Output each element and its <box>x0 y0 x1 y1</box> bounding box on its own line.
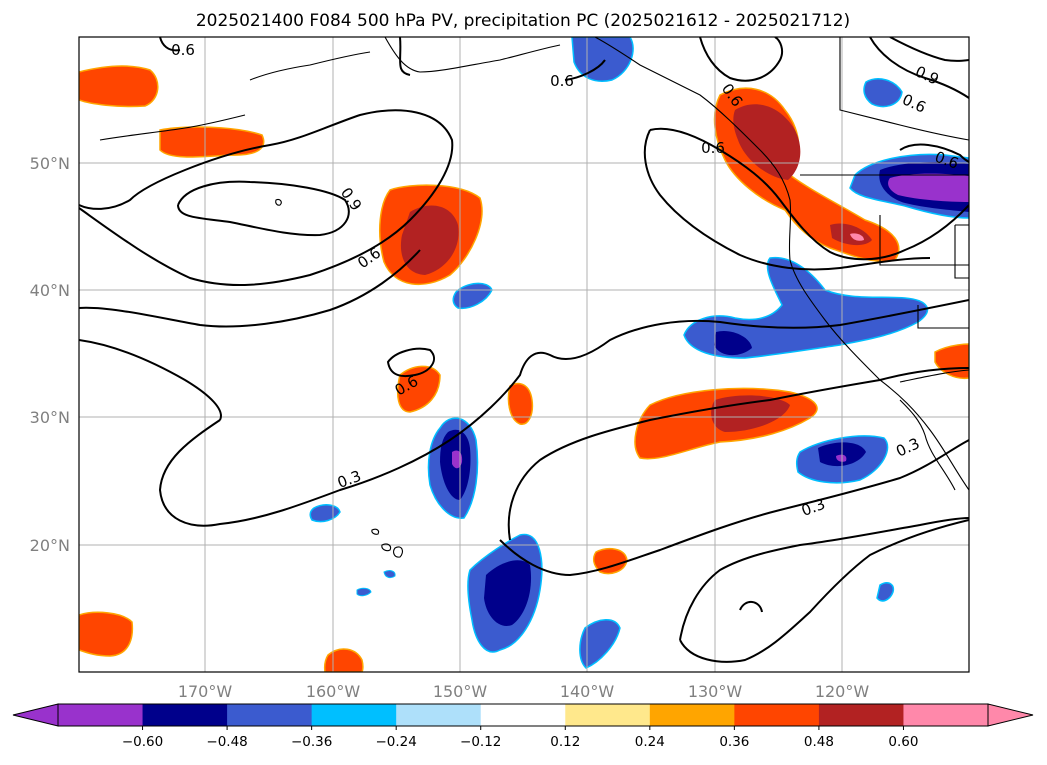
longitude-labels: 170°W 160°W 150°W 140°W 130°W 120°W <box>178 682 870 701</box>
precip-positive <box>79 65 159 108</box>
precip-negative <box>836 454 847 462</box>
precip-positive <box>159 126 265 158</box>
colorbar-tick-label: −0.24 <box>375 734 416 750</box>
lon-label: 120°W <box>815 682 870 701</box>
map-frame <box>78 36 970 673</box>
colorbar-cell <box>58 704 144 726</box>
contour-label: 0.6 <box>550 72 574 90</box>
colorbar-arrow-left <box>12 703 59 727</box>
coastlines <box>99 37 969 558</box>
colorbar-cell <box>903 704 989 726</box>
precip-negative <box>683 256 929 359</box>
precip-positive <box>507 382 534 425</box>
precip-positive <box>397 365 441 413</box>
lon-label: 140°W <box>560 682 615 701</box>
colorbar-cell <box>565 704 651 726</box>
lat-label: 50°N <box>30 154 70 173</box>
precip-negative <box>452 450 463 469</box>
latitude-labels: 50°N 40°N 30°N 20°N <box>30 154 70 555</box>
map-title: 2025021400 F084 500 hPa PV, precipitatio… <box>196 11 850 31</box>
precip-negative <box>356 587 372 597</box>
colorbar-tick-label: −0.60 <box>122 734 163 750</box>
colorbar-tick-label: 0.36 <box>719 734 749 750</box>
colorbar-frame <box>57 703 989 727</box>
lat-label: 20°N <box>30 536 70 555</box>
precip-negative <box>383 570 396 579</box>
precip-negative <box>876 582 895 602</box>
precip-negative <box>484 560 532 626</box>
precip-negative <box>888 173 969 202</box>
colorbar-tick-label: −0.36 <box>291 734 332 750</box>
colorbar-cell <box>649 704 735 726</box>
colorbar-tick-label: 0.60 <box>888 734 918 750</box>
colorbar-tick-label: 0.48 <box>804 734 834 750</box>
colorbar-cell <box>142 704 228 726</box>
colorbar-tick-label: −0.12 <box>460 734 501 750</box>
contour-label: 0.6 <box>701 139 725 157</box>
colorbar-arrow-right <box>987 703 1034 727</box>
lon-label: 170°W <box>178 682 233 701</box>
map-panel: 0.6 0.6 0.6 0.9 0.6 0.6 0.9 0.6 0.6 0.3 … <box>78 36 970 673</box>
precip-negative <box>579 619 621 669</box>
precip-positive <box>850 233 864 241</box>
colorbar-cell <box>734 704 820 726</box>
lon-label: 160°W <box>306 682 361 701</box>
precip-positive <box>323 648 364 672</box>
precip-positive <box>79 611 134 657</box>
precip-negative <box>863 78 903 108</box>
contour-label: 0.6 <box>171 41 195 59</box>
pv-contours <box>79 37 969 663</box>
lat-label: 30°N <box>30 408 70 427</box>
precip-positive <box>733 104 801 180</box>
colorbar-tick-label: −0.48 <box>206 734 247 750</box>
lon-label: 150°W <box>433 682 488 701</box>
colorbar-tick-label: 0.24 <box>635 734 665 750</box>
colorbar-cell <box>311 704 397 726</box>
precip-negative <box>714 330 752 356</box>
colorbar: −0.60 −0.48 −0.36 −0.24 −0.12 0.12 0.24 0.36 0.4… <box>12 703 1034 750</box>
colorbar-cell <box>227 704 313 726</box>
colorbar-tick-label: 0.12 <box>550 734 580 750</box>
colorbar-cell <box>396 704 482 726</box>
precip-positive <box>592 547 628 575</box>
lon-label: 130°W <box>688 682 743 701</box>
colorbar-cell <box>480 704 566 726</box>
precip-positive <box>400 205 459 275</box>
lat-label: 40°N <box>30 281 70 300</box>
colorbar-cell <box>818 704 904 726</box>
